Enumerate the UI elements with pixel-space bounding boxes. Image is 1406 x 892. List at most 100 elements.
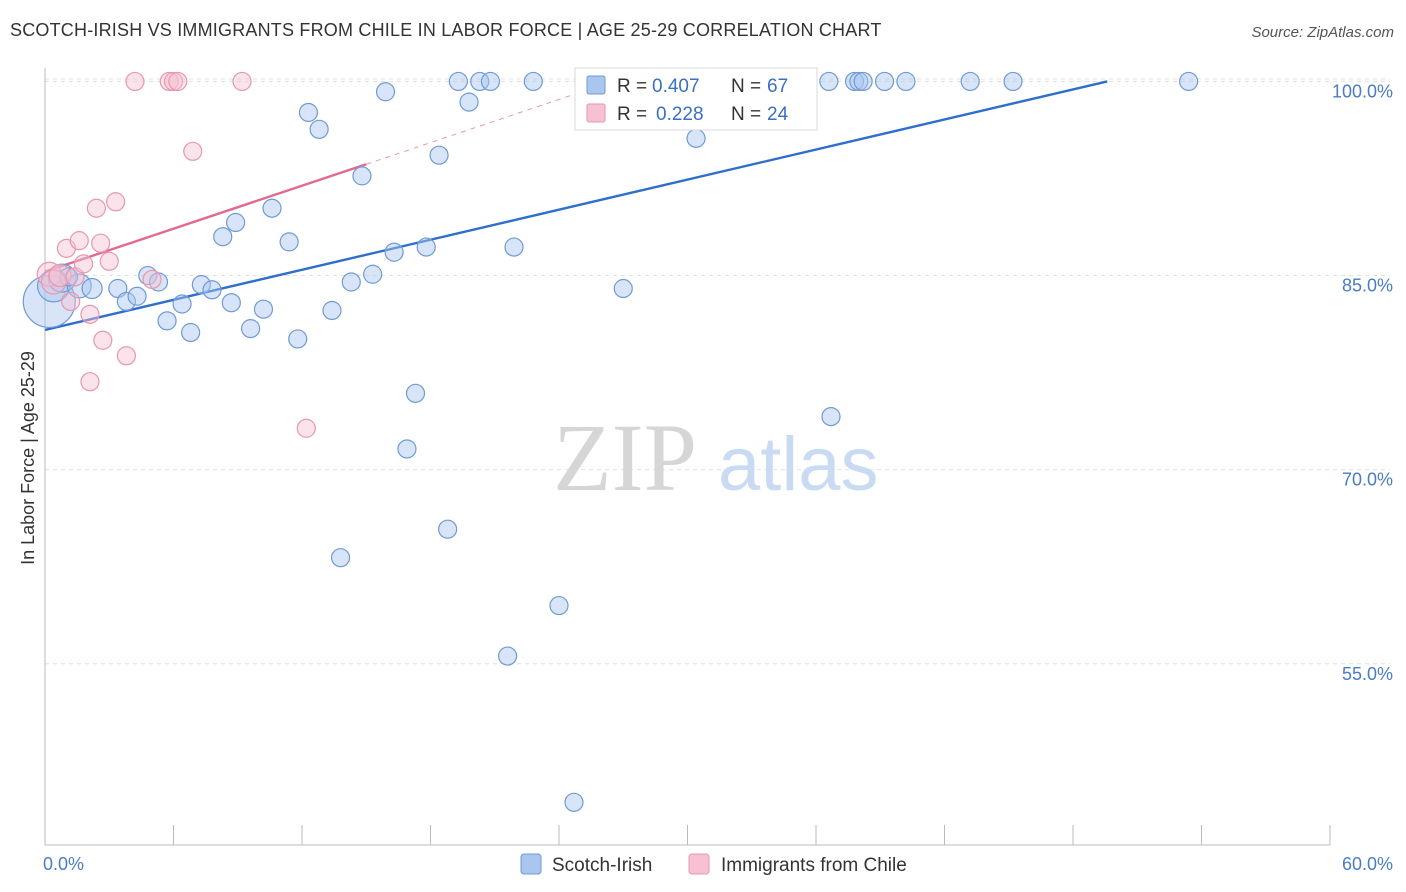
scotch-irish-point-29 <box>363 264 383 284</box>
y-tick-label-100: 100.0% <box>1332 81 1393 101</box>
chile-point-15 <box>116 346 136 366</box>
scotch-irish-point-4 <box>81 277 103 300</box>
scotch-irish-point-31 <box>384 242 404 262</box>
y-tick-label-55: 55.0% <box>1342 664 1393 684</box>
scotch-irish-point-7 <box>127 286 147 306</box>
tick-labels: 100.0% 85.0% 70.0% 55.0% 0.0% 60.0% <box>43 81 1393 874</box>
scotch-irish-point-52 <box>686 128 706 148</box>
chile-point-17 <box>142 269 162 290</box>
axis-layer <box>44 68 1331 846</box>
scotch-irish-point-60 <box>853 71 873 92</box>
legend-n-label-scotch-irish: N = <box>731 76 761 97</box>
x-tick-label-0: 0.0% <box>43 854 84 874</box>
scotch-irish-point-22 <box>288 329 308 349</box>
legend-swatch-scotch-irish <box>586 75 606 95</box>
scotch-irish-point-27 <box>341 272 361 292</box>
scotch-irish-point-16 <box>221 293 241 313</box>
scotch-irish-point-18 <box>241 319 261 339</box>
chile-point-10 <box>86 198 107 218</box>
legend-n-value-scotch-irish: 67 <box>767 76 788 97</box>
scotch-irish-point-17 <box>226 212 246 233</box>
chile-point-11 <box>91 233 111 253</box>
scotch-irish-point-33 <box>405 383 426 403</box>
scotch-irish-point-24 <box>309 119 329 139</box>
scotch-irish-point-57 <box>821 407 841 427</box>
scotch-irish-point-32 <box>397 439 417 459</box>
chile-point-14 <box>106 192 126 212</box>
chile-point-8 <box>80 304 100 324</box>
scotch-irish-point-40 <box>480 71 501 92</box>
scotch-irish-point-10 <box>157 311 177 331</box>
scotch-irish-point-64 <box>1003 71 1023 92</box>
scotch-irish-point-42 <box>504 237 524 257</box>
bottom-legend: Scotch-Irish Immigrants from Chile <box>520 853 907 876</box>
scotch-irish-point-59 <box>849 71 869 92</box>
scotch-irish-point-39 <box>470 71 490 92</box>
scotch-irish-point-19 <box>253 299 274 319</box>
chile-point-4 <box>61 291 81 312</box>
bottom-legend-label-scotch-irish: Scotch-Irish <box>552 855 652 876</box>
chile-trend-line <box>44 163 367 273</box>
scotch-irish-point-12 <box>181 322 201 343</box>
scotch-irish-point-13 <box>191 275 211 295</box>
scotch-irish-point-61 <box>874 71 895 92</box>
y-tick-label-70: 70.0% <box>1342 470 1393 490</box>
chile-point-22 <box>232 71 252 92</box>
chile-point-2 <box>48 263 72 288</box>
scotch-irish-point-25 <box>322 300 342 321</box>
top-legend-frame <box>574 67 818 131</box>
scotch-irish-point-63 <box>960 71 980 92</box>
scotch-irish-point-14 <box>202 280 222 300</box>
bottom-legend-swatch-scotch-irish <box>520 853 542 875</box>
scotch-irish-point-36 <box>438 519 458 539</box>
legend-n-value-chile: 24 <box>767 104 789 125</box>
scotch-irish-point-44 <box>549 595 569 616</box>
scotch-irish-trend-line <box>44 80 1108 332</box>
watermark-zip: ZIP <box>553 404 697 511</box>
trend-layer <box>44 80 1108 332</box>
scotch-irish-point-6 <box>116 291 136 312</box>
chart-source: Source: ZipAtlas.com <box>1251 24 1394 41</box>
y-axis-title: In Labor Force | Age 25-29 <box>18 351 38 565</box>
scotch-irish-point-38 <box>459 92 479 112</box>
scotch-irish-point-20 <box>262 198 282 218</box>
bottom-legend-label-chile: Immigrants from Chile <box>721 855 907 876</box>
legend-r-value-scotch-irish: 0.407 <box>652 76 700 97</box>
legend-n-label-chile: N = <box>731 104 761 125</box>
scotch-irish-point-45 <box>564 792 584 812</box>
chile-point-7 <box>73 254 94 274</box>
scotch-irish-point-26 <box>330 548 351 568</box>
scotch-irish-point-21 <box>279 232 299 252</box>
scotch-irish-point-48 <box>613 278 633 299</box>
scotch-irish-point-62 <box>896 71 916 92</box>
scotch-irish-point-43 <box>523 71 543 92</box>
chile-point-16 <box>125 71 145 92</box>
scotch-irish-point-28 <box>352 166 372 186</box>
chart-title: SCOTCH-IRISH VS IMMIGRANTS FROM CHILE IN… <box>10 20 882 40</box>
legend-r-label-chile: R = <box>617 104 647 125</box>
chile-point-21 <box>183 141 203 161</box>
y-tick-label-85: 85.0% <box>1342 276 1393 296</box>
chile-point-9 <box>80 372 100 392</box>
watermark-atlas: atlas <box>718 422 879 507</box>
legend-r-label-scotch-irish: R = <box>617 76 647 97</box>
chile-point-13 <box>99 251 119 271</box>
chile-point-12 <box>93 330 113 350</box>
scotch-irish-point-65 <box>1179 71 1199 92</box>
grid-layer <box>45 78 1390 665</box>
legend-r-value-chile: 0.228 <box>656 104 704 125</box>
x-tick-label-60: 60.0% <box>1342 854 1393 874</box>
scotch-irish-point-56 <box>819 71 839 92</box>
top-legend: R = 0.407 N = 67 R = 0.228 N = 24 <box>574 67 818 131</box>
scotch-irish-point-15 <box>213 227 233 247</box>
bottom-legend-swatch-chile <box>688 853 710 875</box>
chile-point-1 <box>40 269 67 295</box>
scotch-irish-point-34 <box>416 237 436 257</box>
scotch-irish-point-37 <box>448 71 468 92</box>
chile-point-20 <box>168 71 188 92</box>
chile-point-19 <box>163 71 184 92</box>
chile-point-6 <box>69 231 89 251</box>
chile-trend-extension <box>366 80 613 165</box>
